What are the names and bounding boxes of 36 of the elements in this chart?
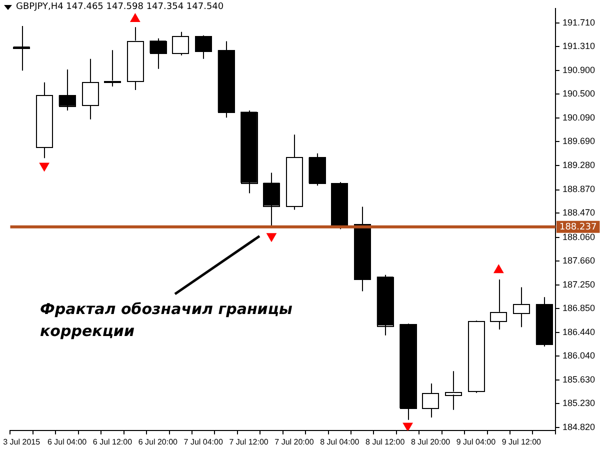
y-tick-label: 188.060 xyxy=(562,232,596,242)
y-tick-label: 189.280 xyxy=(562,160,596,170)
x-tick-label: 8 Jul 20:00 xyxy=(410,437,451,446)
x-tick-label: 6 Jul 04:00 xyxy=(47,437,88,446)
y-tick-label: 186.850 xyxy=(562,302,596,313)
x-tick-label: 6 Jul 12:00 xyxy=(92,437,133,446)
y-tick-label: 187.660 xyxy=(562,255,596,266)
x-tick-label: 6 Jul 20:00 xyxy=(138,437,178,446)
y-tick-label: 186.440 xyxy=(562,326,596,337)
y-tick-label: 191.710 xyxy=(562,18,596,28)
y-tick-label: 187.250 xyxy=(562,279,596,290)
point xyxy=(494,264,504,274)
x-tick-label: 9 Jul 04:00 xyxy=(456,437,496,446)
y-tick-label: 184.820 xyxy=(562,422,596,432)
point xyxy=(402,422,413,430)
y-tick-label: 188.470 xyxy=(562,208,596,218)
y-tick-label: 185.630 xyxy=(562,374,596,384)
y-tick-label: 185.230 xyxy=(562,398,596,408)
y-tick-label: 191.310 xyxy=(562,41,596,52)
point xyxy=(130,13,140,22)
y-tick-label: 186.040 xyxy=(562,350,596,360)
x-tick-label: 8 Jul 04:00 xyxy=(320,437,360,446)
y-tick-label: 190.500 xyxy=(562,88,596,99)
annotation: Фрактал обозначил границы коррекции xyxy=(40,299,294,342)
x-tick-label: 9 Jul 12:00 xyxy=(502,437,542,446)
y-tick-label: 188.870 xyxy=(562,184,596,194)
x-tick-label: 7 Jul 12:00 xyxy=(229,437,269,446)
y-tick-label: 190.090 xyxy=(562,112,596,123)
ref-line-label: 188.237 xyxy=(559,222,597,232)
chart-title: GBPJPY,H4 147.465 147.598 147.354 147.540 xyxy=(16,2,224,12)
y-tick-label: 189.690 xyxy=(562,136,596,146)
x-tick-label: 8 Jul 12:00 xyxy=(366,437,406,446)
x-tick-label: 7 Jul 20:00 xyxy=(274,437,314,446)
y-tick-label: 190.900 xyxy=(562,65,596,76)
x-tick-label: 7 Jul 04:00 xyxy=(184,437,224,446)
x-tick-label: 3 Jul 2015 xyxy=(3,437,41,446)
